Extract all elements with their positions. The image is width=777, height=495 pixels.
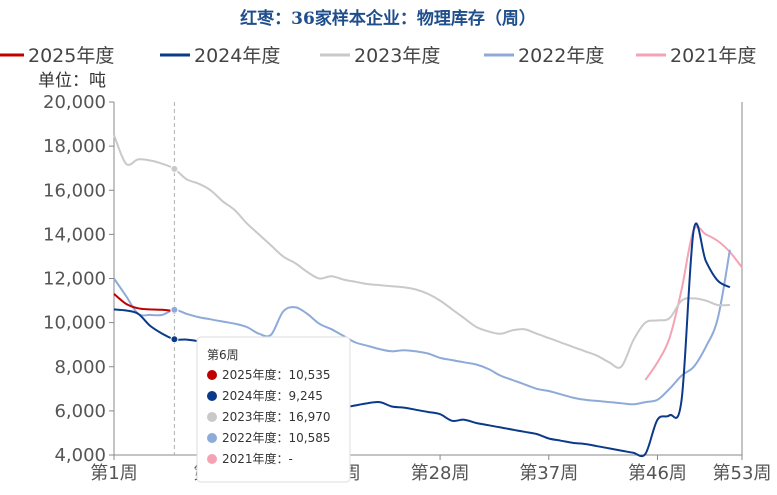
tooltip-row: 2024年度：9,245 [222, 388, 323, 403]
y-tick-label: 10,000 [43, 313, 106, 334]
x-axis-ticks: 第1周第10周第19周第28周第37周第46周第53周 [90, 455, 771, 484]
tooltip-marker [207, 433, 217, 443]
y-tick-label: 16,000 [43, 180, 106, 201]
legend-label-2022: 2022年度 [518, 45, 604, 67]
y-tick-label: 8,000 [54, 357, 106, 378]
tooltip-marker [207, 370, 217, 380]
series-line-2023 [113, 134, 730, 369]
series-layer [113, 134, 743, 458]
legend-label-2025: 2025年度 [28, 45, 114, 67]
tooltip-row: 2021年度：- [222, 451, 293, 466]
crosshair-point [170, 164, 179, 173]
series-line-2025 [113, 293, 175, 312]
y-tick-label: 6,000 [54, 401, 106, 422]
tooltip-marker [207, 391, 217, 401]
y-axis-ticks: 20,000 18,000 16,000 14,000 12,000 10,000 8,00… [43, 92, 114, 466]
x-tick-label: 第53周 [713, 463, 772, 484]
series-line-2021 [644, 225, 743, 381]
y-tick-label: 20,000 [43, 92, 106, 113]
crosshair-point [170, 305, 179, 314]
legend-label-2024: 2024年度 [194, 45, 280, 67]
legend-label-2021: 2021年度 [670, 45, 756, 67]
tooltip-row: 2023年度：16,970 [222, 409, 331, 424]
x-tick-label: 第1周 [90, 463, 137, 484]
x-tick-label: 第28周 [411, 463, 470, 484]
x-tick-label: 第46周 [628, 463, 687, 484]
hover-tooltip: 第6周 2025年度：10,535 2024年度：9,245 2023年度：16,97… [196, 336, 351, 483]
tooltip-row: 2022年度：10,585 [222, 430, 331, 445]
crosshair-point [170, 335, 179, 344]
tooltip-marker [207, 454, 217, 464]
crosshair-layer [170, 102, 179, 455]
y-tick-label: 14,000 [43, 224, 106, 245]
y-tick-label: 18,000 [43, 136, 106, 157]
tooltip-title: 第6周 [207, 348, 239, 362]
x-tick-label: 第37周 [519, 463, 578, 484]
tooltip-marker [207, 412, 217, 422]
legend-label-2023: 2023年度 [354, 45, 440, 67]
chart-legend[interactable]: 2025年度 2024年度 2023年度 2022年度 2021年度 [0, 45, 756, 67]
tooltip-row: 2025年度：10,535 [222, 367, 331, 382]
chart-title: 红枣：36家样本企业：物理库存（周） [240, 8, 536, 29]
tooltip-box [196, 336, 351, 483]
unit-label: 单位：吨 [38, 71, 106, 91]
y-tick-label: 4,000 [54, 445, 106, 466]
series-line-2022 [113, 249, 731, 406]
y-tick-label: 12,000 [43, 269, 106, 290]
